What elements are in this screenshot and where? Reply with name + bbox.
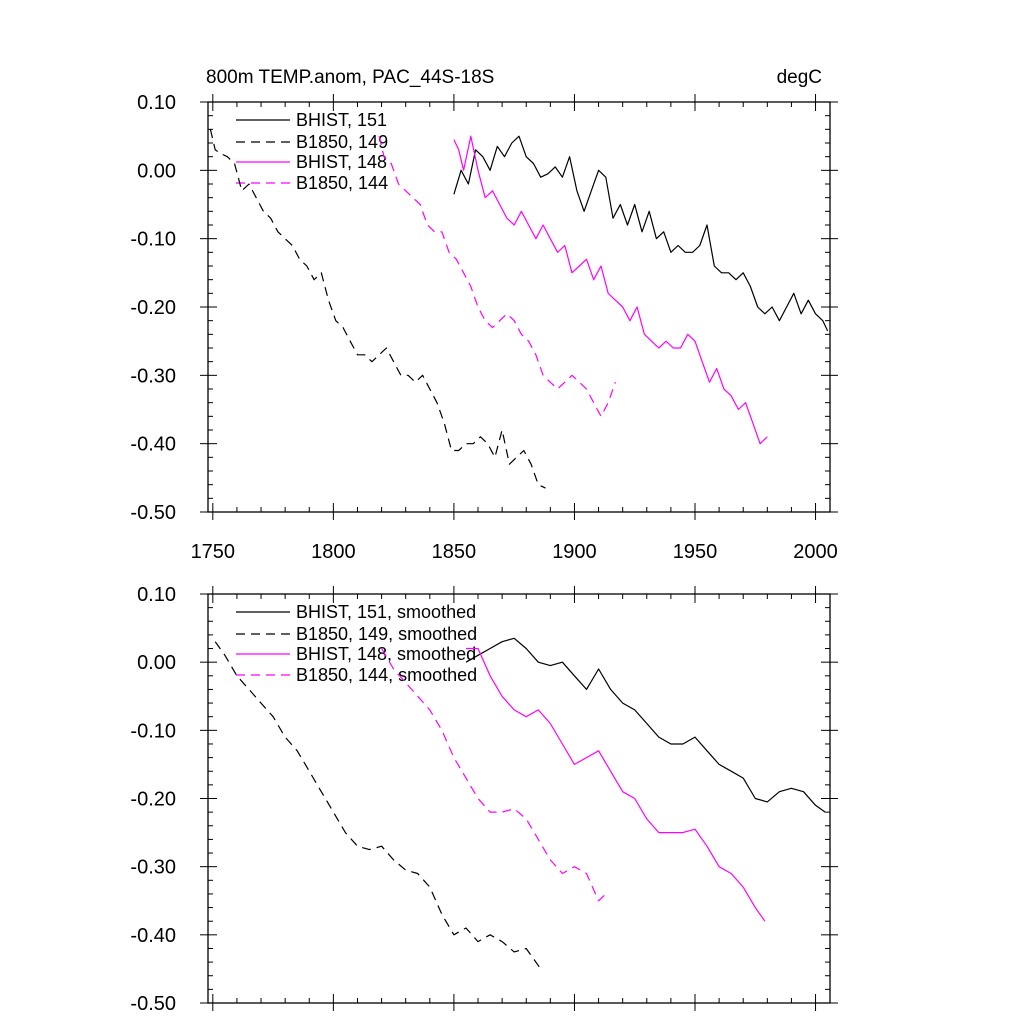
legend-label-b1850-149: B1850, 149 xyxy=(296,132,388,152)
y-tick-label: 0.00 xyxy=(137,652,176,674)
y-tick-label: -0.50 xyxy=(130,502,176,524)
y-tick-label: -0.50 xyxy=(130,993,176,1015)
legend-label-b1850-144-smoothed: B1850, 144, smoothed xyxy=(296,665,477,685)
series-line-b1850-144-smoothed xyxy=(381,648,607,902)
x-tick-label: 1850 xyxy=(432,541,477,563)
series-line-bhist-148 xyxy=(453,135,768,445)
y-tick-label: 0.00 xyxy=(137,160,176,182)
series-line-b1850-149 xyxy=(209,129,546,489)
bottom-chart-legend: BHIST, 151, smoothed B1850, 149, smoothe… xyxy=(236,602,477,685)
units-label: degC xyxy=(777,67,822,88)
chart-title: 800m TEMP.anom, PAC_44S-18S xyxy=(206,67,494,88)
x-tick-label: 1800 xyxy=(311,541,356,563)
x-tick-label: 1950 xyxy=(673,541,718,563)
legend-label-b1850-144: B1850, 144 xyxy=(296,173,388,193)
x-tick-label: 1900 xyxy=(552,541,597,563)
legend-label-bhist-151: BHIST, 151 xyxy=(296,110,387,130)
series-line-bhist-148-smoothed xyxy=(466,647,766,922)
legend-label-bhist-148: BHIST, 148 xyxy=(296,152,387,172)
legend-label-b1850-149-smoothed: B1850, 149, smoothed xyxy=(296,624,477,644)
series-line-bhist-151-smoothed xyxy=(465,637,826,813)
x-tick-label: 1750 xyxy=(191,541,236,563)
y-tick-label: -0.10 xyxy=(130,720,176,742)
y-tick-label: -0.40 xyxy=(130,925,176,947)
y-tick-label: -0.20 xyxy=(130,789,176,811)
series-line-bhist-151 xyxy=(453,135,829,332)
y-tick-label: -0.10 xyxy=(130,229,176,251)
y-tick-label: 0.10 xyxy=(137,584,176,606)
y-tick-label: -0.40 xyxy=(130,434,176,456)
y-tick-label: 0.10 xyxy=(137,92,176,114)
legend-label-bhist-148-smoothed: BHIST, 148, smoothed xyxy=(296,644,476,664)
series-line-b1850-144 xyxy=(378,136,616,417)
y-tick-label: -0.20 xyxy=(130,297,176,319)
x-tick-label: 2000 xyxy=(793,541,838,563)
y-tick-label: -0.30 xyxy=(130,857,176,879)
top-chart-panel: 800m TEMP.anom, PAC_44S-18S degC BHIST, … xyxy=(130,67,838,563)
y-tick-label: -0.30 xyxy=(130,365,176,387)
top-chart-legend: BHIST, 151 B1850, 149 BHIST, 148 B1850, … xyxy=(236,110,388,193)
legend-label-bhist-151-smoothed: BHIST, 151, smoothed xyxy=(296,602,476,622)
bottom-chart-panel: BHIST, 151, smoothed B1850, 149, smoothe… xyxy=(130,584,838,1015)
